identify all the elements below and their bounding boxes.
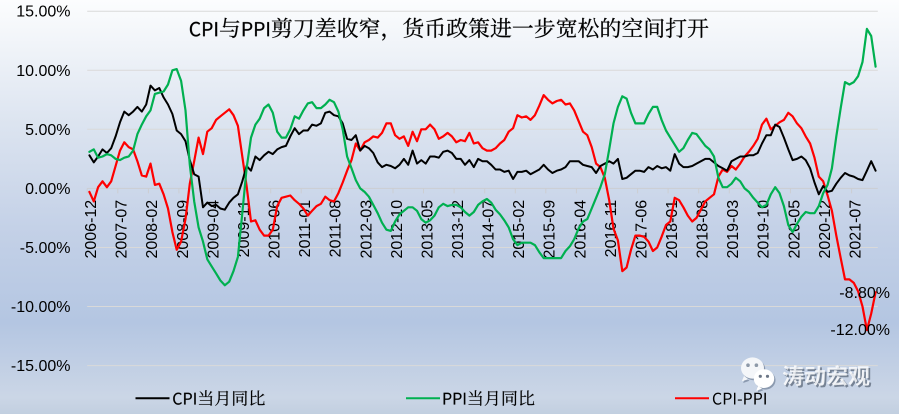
svg-text:2011-08: 2011-08 (328, 200, 345, 258)
svg-text:2014-07: 2014-07 (481, 200, 498, 259)
svg-text:2013-12: 2013-12 (450, 200, 467, 259)
svg-text:2011-01: 2011-01 (297, 200, 314, 258)
svg-text:10.00%: 10.00% (16, 63, 70, 80)
svg-text:2019-10: 2019-10 (756, 200, 773, 259)
svg-text:-15.00%: -15.00% (11, 358, 71, 375)
svg-text:2018-08: 2018-08 (695, 200, 712, 259)
svg-text:2007-07: 2007-07 (114, 200, 131, 259)
svg-text:-10.00%: -10.00% (11, 299, 71, 316)
svg-text:2012-10: 2012-10 (389, 200, 406, 259)
svg-text:2015-02: 2015-02 (511, 200, 528, 259)
svg-text:2016-11: 2016-11 (603, 200, 620, 258)
svg-text:0.00%: 0.00% (25, 181, 70, 198)
svg-text:2013-05: 2013-05 (419, 200, 436, 259)
svg-text:2021-07: 2021-07 (848, 200, 865, 259)
svg-text:-8.80%: -8.80% (839, 285, 890, 302)
svg-text:2008-02: 2008-02 (144, 200, 161, 259)
svg-text:2009-04: 2009-04 (205, 200, 222, 259)
svg-text:2017-06: 2017-06 (633, 200, 650, 259)
svg-text:2019-03: 2019-03 (725, 200, 742, 259)
svg-text:2018-01: 2018-01 (664, 200, 681, 259)
svg-text:2006-12: 2006-12 (83, 200, 100, 259)
svg-text:5.00%: 5.00% (25, 122, 70, 139)
svg-text:15.00%: 15.00% (16, 4, 70, 21)
svg-text:-12.00%: -12.00% (830, 322, 890, 339)
svg-text:2010-06: 2010-06 (267, 200, 284, 259)
svg-text:-5.00%: -5.00% (20, 240, 71, 257)
svg-text:2020-12: 2020-12 (817, 200, 834, 259)
svg-text:2015-09: 2015-09 (542, 200, 559, 259)
svg-text:2016-04: 2016-04 (572, 200, 589, 259)
svg-text:2012-03: 2012-03 (358, 200, 375, 259)
